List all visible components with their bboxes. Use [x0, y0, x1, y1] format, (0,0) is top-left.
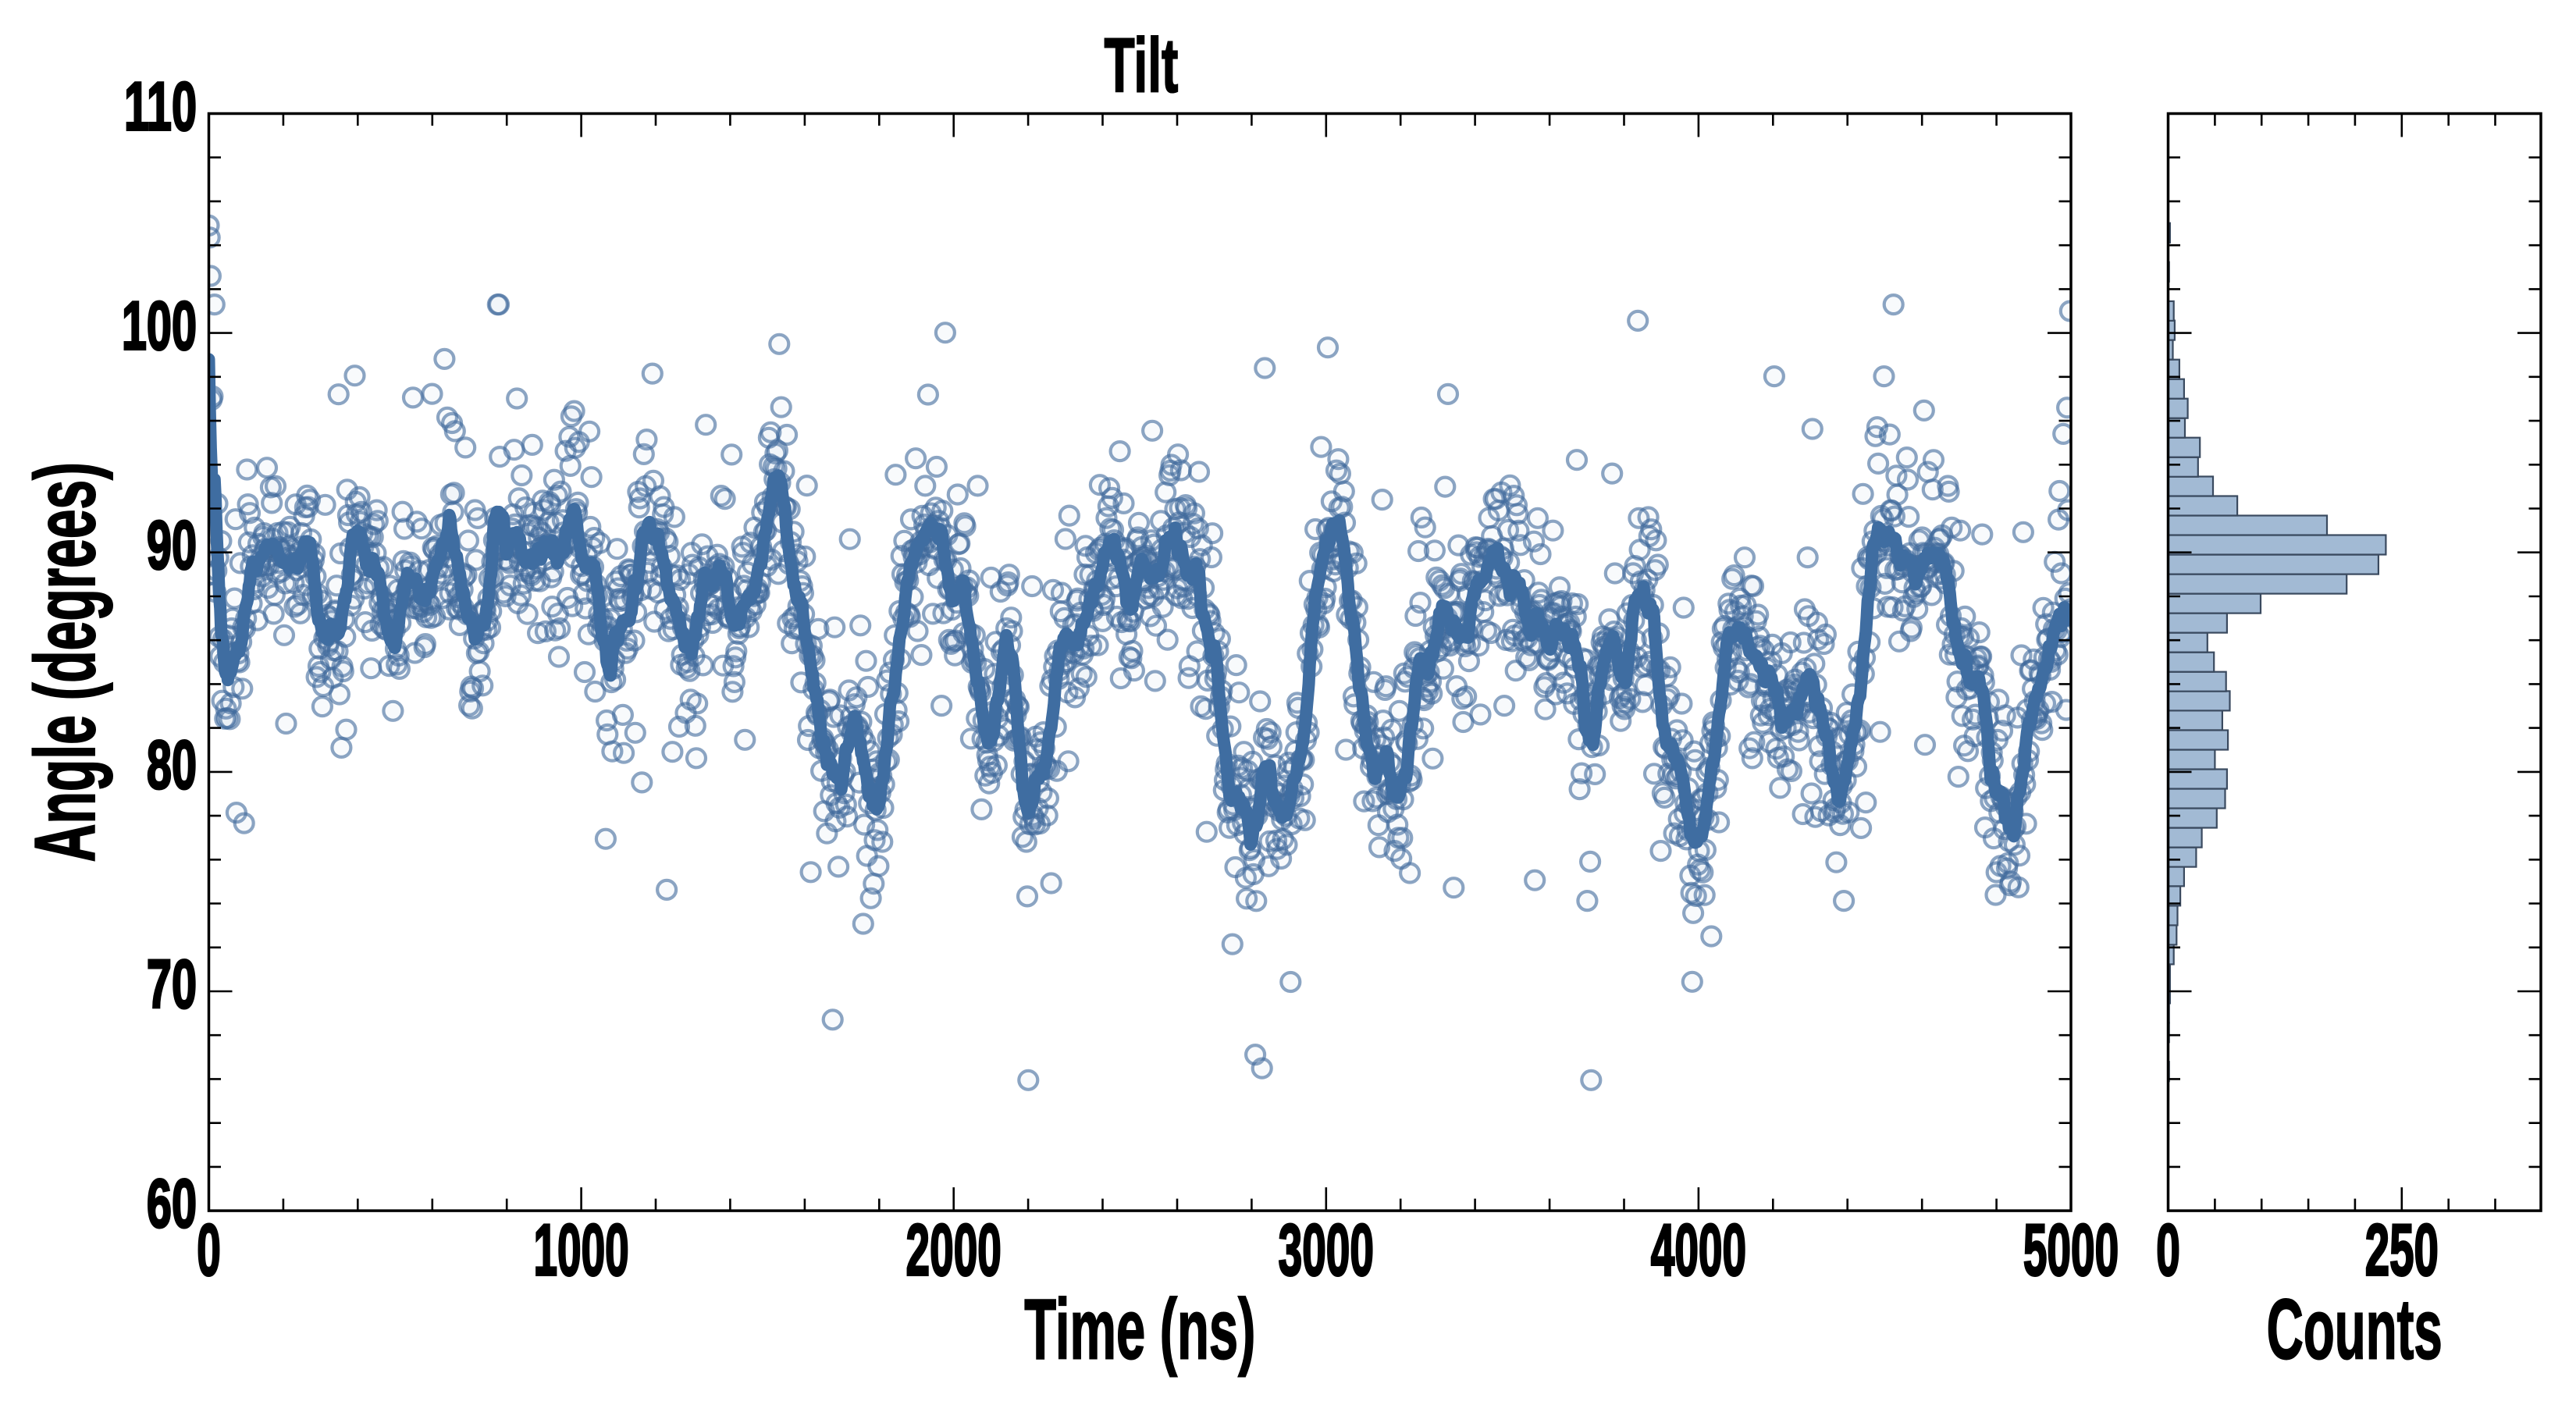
- svg-text:250: 250: [2365, 1210, 2439, 1291]
- svg-text:110: 110: [124, 68, 197, 144]
- svg-text:70: 70: [147, 946, 197, 1023]
- svg-text:1000: 1000: [533, 1209, 628, 1291]
- svg-text:60: 60: [147, 1165, 197, 1242]
- svg-text:0: 0: [197, 1209, 221, 1291]
- svg-text:0: 0: [2156, 1209, 2180, 1291]
- svg-text:Counts: Counts: [2267, 1282, 2443, 1378]
- svg-text:2000: 2000: [906, 1209, 1002, 1291]
- svg-text:Angle (degrees): Angle (degrees): [17, 462, 113, 862]
- svg-text:5000: 5000: [2023, 1209, 2119, 1291]
- svg-text:90: 90: [147, 507, 197, 583]
- svg-text:4000: 4000: [1651, 1209, 1746, 1291]
- svg-text:Tilt: Tilt: [1104, 23, 1178, 108]
- svg-text:Time (ns): Time (ns): [1024, 1282, 1255, 1378]
- svg-text:100: 100: [122, 287, 197, 364]
- svg-text:3000: 3000: [1279, 1209, 1374, 1291]
- svg-text:80: 80: [147, 727, 197, 803]
